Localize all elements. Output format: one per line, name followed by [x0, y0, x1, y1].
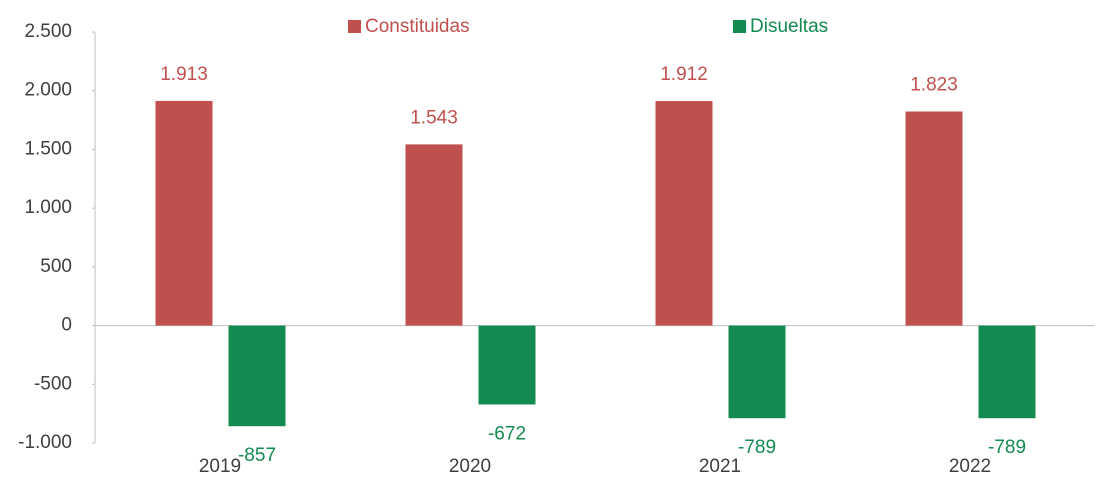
data-label: 1.912 — [660, 64, 708, 85]
y-tick-label: 2.500 — [24, 21, 72, 42]
legend-label: Constituidas — [365, 16, 470, 37]
bar — [978, 325, 1036, 419]
bar — [655, 101, 713, 326]
y-tick-label: 1.500 — [24, 138, 72, 159]
legend-label: Disueltas — [750, 16, 828, 37]
x-tick-label: 2022 — [949, 456, 991, 477]
bar — [228, 325, 286, 427]
data-label: 1.823 — [910, 75, 958, 96]
legend-swatch — [348, 20, 361, 33]
y-tick-label: 1.000 — [24, 197, 72, 218]
bar — [405, 144, 463, 326]
y-tick-label: -500 — [34, 373, 72, 394]
legend-swatch — [733, 20, 746, 33]
bar — [728, 325, 786, 419]
x-tick-label: 2020 — [449, 456, 491, 477]
y-tick-label: -1.000 — [18, 432, 72, 453]
data-label: -857 — [238, 445, 276, 466]
bar — [905, 111, 963, 326]
y-tick-label: 500 — [40, 256, 72, 277]
data-label: 1.913 — [160, 64, 208, 85]
data-label: -789 — [738, 437, 776, 458]
x-tick-label: 2019 — [199, 456, 241, 477]
data-label: 1.543 — [410, 107, 458, 128]
x-tick-label: 2021 — [699, 456, 741, 477]
data-label: -672 — [488, 423, 526, 444]
y-tick-label: 0 — [61, 315, 72, 336]
y-tick-label: 2.000 — [24, 80, 72, 101]
bar — [155, 100, 213, 326]
bar — [478, 325, 536, 405]
data-label: -789 — [988, 437, 1026, 458]
